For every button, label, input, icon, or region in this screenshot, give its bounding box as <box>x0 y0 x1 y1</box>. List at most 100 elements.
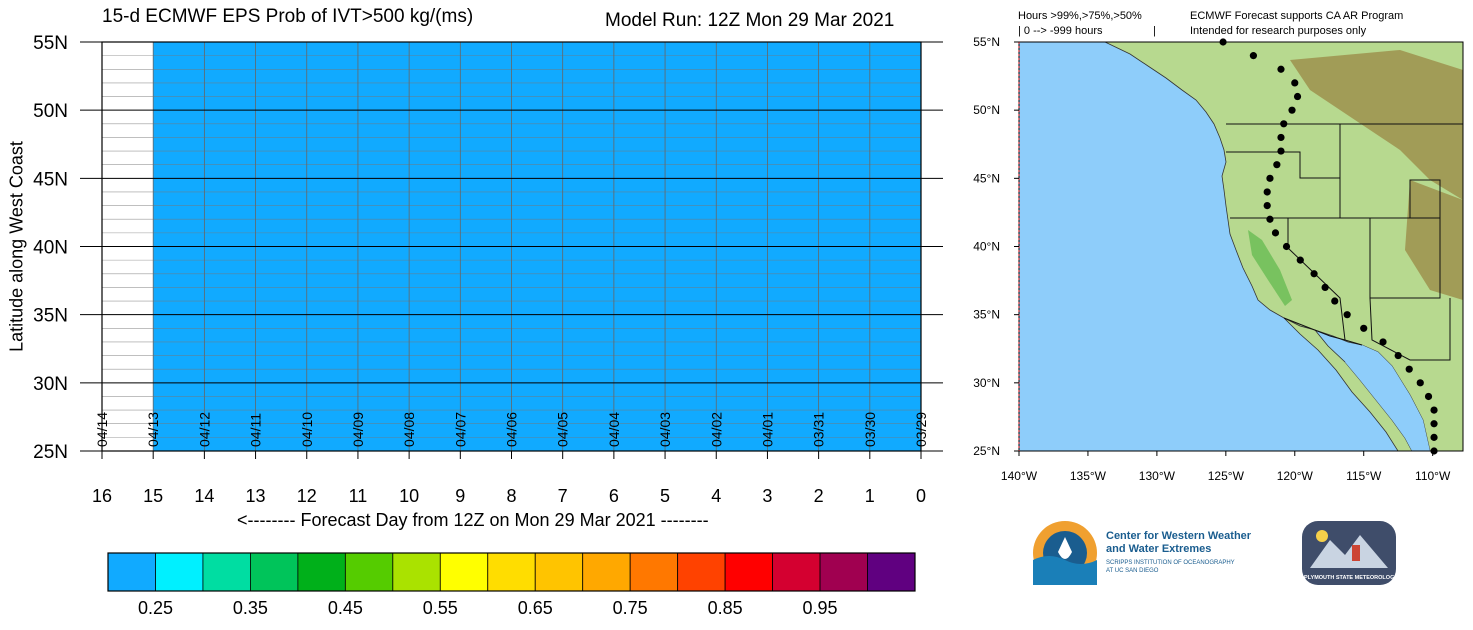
colorbar-label: 0.65 <box>518 598 553 618</box>
x-tick-label: 11 <box>349 486 368 506</box>
map-lon-label: 120°W <box>1277 469 1314 483</box>
cw3e-logo <box>1033 521 1097 585</box>
x-tick-label: 3 <box>762 486 772 506</box>
west-coast-map: 140°W 135°W 130°W 125°W 120°W 115°W 110°W 55°N 5… <box>973 35 1464 483</box>
colorbar-swatch <box>344 552 394 592</box>
y-tick-label: 40N <box>33 238 68 259</box>
date-label: 04/05 <box>555 412 571 447</box>
map-lat-label: 40°N <box>973 240 1000 254</box>
track-dot <box>1405 365 1413 373</box>
track-dot <box>1424 392 1433 401</box>
map-note-line2: Intended for research purposes only <box>1190 25 1367 37</box>
chart-title: 15-d ECMWF EPS Prob of IVT>500 kg/(ms) <box>102 6 474 27</box>
x-tick-label: 2 <box>814 486 824 506</box>
map-lon-label: 135°W <box>1070 469 1107 483</box>
map-lon-label: 140°W <box>1001 469 1038 483</box>
x-tick-label: 8 <box>506 486 516 506</box>
colorbar-frame <box>107 552 916 592</box>
track-dot <box>1379 338 1387 346</box>
building-icon <box>1352 545 1360 561</box>
model-run-label: Model Run: 12Z Mon 29 Mar 2021 <box>605 10 895 31</box>
map-axes: 140°W 135°W 130°W 125°W 120°W 115°W 110°W 55°N 5… <box>973 35 1464 483</box>
colorbar-swatch <box>392 552 441 592</box>
date-label: 04/08 <box>401 412 417 447</box>
track-dot <box>1263 202 1271 210</box>
date-label: 03/29 <box>913 412 929 447</box>
y-tick-label: 35N <box>33 306 68 327</box>
x-tick-label: 14 <box>194 486 214 506</box>
track-dot <box>1296 256 1304 264</box>
track-dot <box>1277 133 1285 142</box>
track-dot <box>1271 229 1280 237</box>
map-lon-label: 125°W <box>1208 469 1245 483</box>
cw3e-name-line1: Center for Western Weather <box>1106 530 1252 542</box>
date-label: 04/11 <box>248 413 264 447</box>
date-label: 04/13 <box>145 412 161 447</box>
map-lat-label: 45°N <box>973 171 1000 185</box>
cw3e-wave <box>1033 556 1097 585</box>
track-dot <box>1277 65 1285 73</box>
x-tick-label: 1 <box>865 486 875 506</box>
x-tick-label: 16 <box>92 486 112 506</box>
x-tick-label: 15 <box>143 486 163 506</box>
track-dot <box>1280 120 1288 128</box>
track-dot <box>1277 147 1285 155</box>
x-tick-label: 4 <box>711 486 721 506</box>
track-dot <box>1331 297 1339 305</box>
map-lat-label: 30°N <box>973 376 1000 390</box>
x-tick-label: 9 <box>455 486 465 506</box>
map-lon-label: 110°W <box>1415 469 1451 483</box>
track-dot <box>1282 242 1291 251</box>
date-label: 04/07 <box>452 412 468 447</box>
date-label: 04/01 <box>759 412 775 447</box>
date-label: 04/10 <box>299 412 315 447</box>
mountain-icon <box>1310 535 1388 568</box>
colorbar-swatch <box>867 552 916 592</box>
colorbar-swatch <box>677 552 726 592</box>
date-label: 03/31 <box>811 412 827 447</box>
map-legend-separator: | <box>1153 25 1156 37</box>
track-dot <box>1288 106 1296 114</box>
colorbar: 0.25 0.35 0.45 0.55 0.65 0.75 0.85 0.95 <box>107 552 916 618</box>
map-gulf <box>1345 345 1430 451</box>
x-tick-label: 13 <box>246 486 266 506</box>
colorbar-swatch <box>629 552 679 592</box>
map-lat-label: 55°N <box>973 35 1000 49</box>
track-dot <box>1394 351 1402 360</box>
map-legend-line1: Hours >99%,>75%,>50% <box>1018 10 1142 22</box>
colorbar-swatch <box>487 552 536 592</box>
cw3e-name-line3: SCRIPPS INSTITUTION OF OCEANOGRAPHY <box>1106 560 1235 566</box>
map-lat-label: 50°N <box>973 103 1000 117</box>
x-tick-label: 0 <box>916 486 926 506</box>
cw3e-name-line4: AT UC SAN DIEGO <box>1106 568 1159 574</box>
plymouth-label: PLYMOUTH STATE METEOROLOGY <box>1304 575 1399 581</box>
colorbar-swatch <box>582 552 631 592</box>
date-label: 04/02 <box>708 412 724 447</box>
colorbar-swatch <box>155 552 204 592</box>
map-lon-label: 130°W <box>1139 469 1176 483</box>
map-highlands <box>1290 50 1463 300</box>
x-tick-label: 10 <box>399 486 419 506</box>
track-dot <box>1249 52 1258 60</box>
colorbar-swatch <box>724 552 773 592</box>
colorbar-swatch <box>297 552 346 592</box>
track-dot <box>1430 433 1438 441</box>
y-tick-label: 30N <box>33 374 68 395</box>
colorbar-swatch <box>250 552 299 592</box>
track-dot <box>1416 379 1424 387</box>
state-borders <box>1226 123 1463 361</box>
plymouth-logo <box>1302 521 1396 585</box>
y-tick-label: 50N <box>33 101 68 122</box>
date-label: 04/04 <box>606 412 622 447</box>
date-label: 04/12 <box>196 412 212 447</box>
x-tick-label: 12 <box>297 486 317 506</box>
track-dot <box>1293 92 1302 101</box>
map-valley <box>1248 230 1292 306</box>
y-tick-label: 45N <box>33 169 68 190</box>
colorbar-label: 0.55 <box>423 598 458 618</box>
date-label: 04/09 <box>350 412 366 447</box>
colorbar-swatch <box>819 552 868 592</box>
date-label: 04/06 <box>504 412 520 447</box>
track-dot <box>1430 406 1438 414</box>
